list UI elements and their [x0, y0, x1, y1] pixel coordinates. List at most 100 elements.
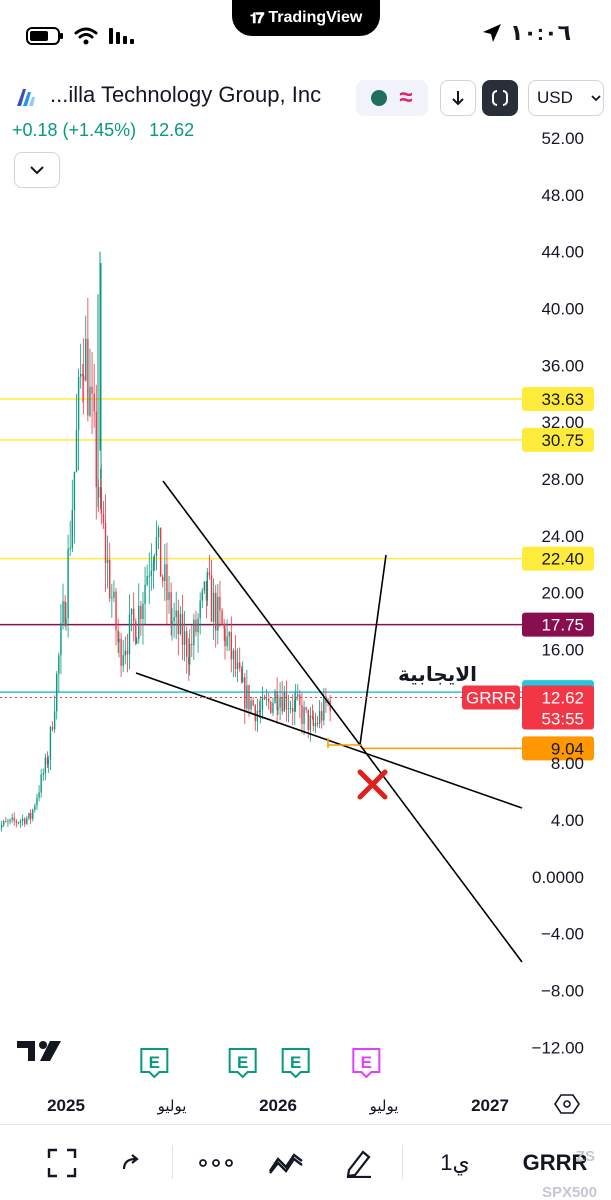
fullscreen-icon	[47, 1148, 77, 1178]
candle-body	[252, 700, 254, 706]
candle-body	[199, 600, 201, 619]
candle-body	[49, 727, 52, 760]
candle-body	[65, 618, 67, 626]
candle-body	[71, 509, 73, 549]
candle-body	[294, 700, 296, 712]
watermark-zs: ZS	[575, 1148, 595, 1165]
status-left	[26, 26, 134, 46]
legend-collapse-button[interactable]	[14, 152, 60, 188]
candle-body	[183, 631, 186, 645]
candle-body	[285, 692, 288, 710]
candle-body	[244, 677, 246, 709]
candle-body	[289, 707, 292, 709]
candle-body	[69, 548, 71, 550]
fullscreen-icon	[492, 89, 508, 107]
candle-body	[126, 650, 129, 655]
price-change-line: +0.18 (+1.45%) 12.62	[12, 120, 194, 141]
earnings-marker-label: E	[290, 1053, 301, 1072]
candle-body	[206, 572, 209, 601]
candle-body	[135, 621, 137, 644]
earnings-marker-label: E	[149, 1053, 160, 1072]
upper-trendline	[162, 480, 523, 963]
candle-body	[13, 817, 15, 821]
candle-body	[294, 696, 297, 701]
watermark-spx500: SPX500	[541, 1184, 597, 1200]
y-tick-label: −4.00	[541, 925, 584, 944]
candle-body	[181, 613, 184, 645]
indicators-tool[interactable]	[266, 1143, 306, 1183]
candle-body	[138, 605, 140, 640]
fullscreen-tool[interactable]	[42, 1143, 82, 1183]
redo-tool[interactable]	[116, 1143, 148, 1183]
scroll-down-button[interactable]	[440, 80, 476, 116]
candle-body	[109, 559, 111, 599]
candle-body	[44, 757, 47, 774]
candle-body	[217, 596, 219, 631]
drawing-tool[interactable]	[338, 1143, 378, 1183]
candle-body	[122, 655, 124, 666]
candle-body	[21, 818, 24, 821]
fullscreen-button[interactable]	[482, 80, 518, 116]
candle-body	[29, 812, 32, 819]
y-tick-label: 36.00	[541, 356, 584, 375]
earnings-marker: E	[352, 1048, 381, 1079]
candle-body	[130, 608, 133, 615]
candle-body	[104, 523, 107, 564]
candle-body	[309, 715, 312, 731]
candle-body	[283, 692, 285, 712]
candle-body	[58, 655, 60, 674]
y-axis: 52.00 48.00 44.00 40.00 36.00 32.00 28.00 24.00…	[532, 129, 584, 1057]
y-tick-label: −8.00	[541, 982, 584, 1001]
candle-body	[246, 685, 248, 709]
market-status-button[interactable]: ≈	[356, 80, 428, 116]
candle-body	[82, 374, 84, 376]
level-label-box	[522, 387, 594, 412]
chevron-down-icon	[30, 166, 44, 175]
more-tool[interactable]	[196, 1143, 236, 1183]
candle-body	[208, 572, 211, 576]
x-tick-label: 2027	[471, 1096, 509, 1115]
candle-body	[135, 639, 138, 644]
candle-body	[195, 619, 197, 633]
candle-body	[91, 386, 93, 394]
candle-body	[146, 576, 148, 585]
candle-body	[3, 821, 5, 825]
candle-body	[62, 601, 64, 624]
candle-body	[268, 698, 270, 702]
indicators-icon	[269, 1153, 303, 1174]
candle-body	[0, 824, 3, 828]
current-price-tag: GRRR 12.62 53:55	[0, 685, 594, 730]
candle-body	[276, 691, 278, 710]
candle-body	[80, 374, 82, 377]
candle-body	[307, 709, 309, 731]
candle-body	[19, 820, 22, 823]
candle-body	[100, 487, 103, 514]
candle-body	[150, 570, 153, 576]
symbol-button[interactable]: GRRR	[522, 1150, 588, 1175]
candle-body	[60, 623, 62, 656]
earnings-marker: E	[228, 1048, 257, 1079]
candle-body	[223, 623, 225, 629]
interval-button[interactable]: 1ي	[440, 1150, 470, 1175]
level-label-box	[522, 736, 594, 761]
status-bar: 𝟏𝟕 TradingView ١٠:٠٦	[0, 0, 611, 70]
company-name[interactable]: ...illa Technology Group, Inc	[50, 82, 322, 107]
candle-body	[287, 708, 290, 710]
candle-body	[236, 662, 239, 670]
candle-body	[212, 592, 215, 622]
candle-body	[17, 822, 20, 824]
candle-body	[205, 581, 208, 601]
currency-select[interactable]: USD	[528, 80, 604, 116]
candle-body	[120, 638, 122, 666]
candle-body	[311, 715, 314, 717]
candle-body	[292, 707, 294, 712]
candle-body	[297, 694, 299, 697]
candle-body	[193, 619, 195, 646]
currency-label: USD	[537, 88, 573, 107]
last-price: 12.62	[149, 120, 195, 140]
candle-body	[219, 596, 221, 611]
settings-hexagon-icon[interactable]	[554, 1094, 580, 1114]
candle-body	[159, 527, 162, 577]
